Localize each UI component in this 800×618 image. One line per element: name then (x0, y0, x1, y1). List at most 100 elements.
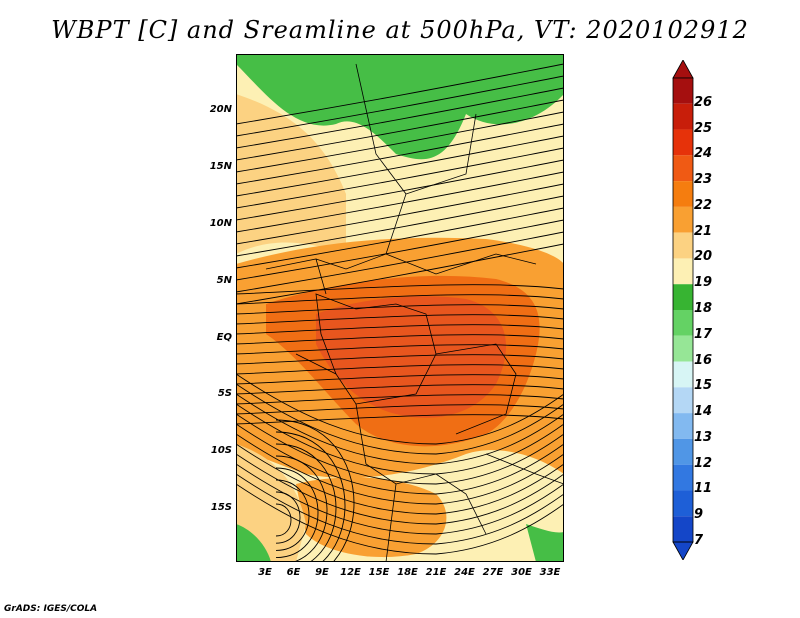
lon-tick-label: 24E (454, 567, 475, 578)
colorbar-segment (673, 232, 693, 259)
streamline (275, 455, 328, 562)
streamline (275, 467, 319, 559)
lon-tick-label: 6E (286, 567, 301, 578)
grads-credit: GrADS: IGES/COLA (4, 604, 98, 614)
colorbar-segment (673, 284, 693, 310)
colorbar-label: 16 (694, 352, 713, 368)
streamline (236, 147, 564, 209)
colorbar-label: 20 (694, 249, 713, 265)
streamline (236, 87, 564, 149)
colorbar-segment (673, 78, 693, 104)
field-green-north (236, 54, 564, 160)
field-green-se (526, 524, 564, 562)
colorbar-segment (673, 206, 693, 233)
streamline (236, 75, 564, 137)
colorbar-segment (673, 490, 693, 517)
colorbar-label: 7 (694, 533, 704, 548)
lat-tick-label: EQ (216, 332, 232, 343)
streamline (236, 207, 564, 269)
map-frame (236, 54, 564, 562)
lon-tick-label: 30E (511, 567, 532, 578)
colorbar-label: 21 (694, 223, 713, 239)
lat-tick-label: 20N (209, 104, 232, 115)
field-light-orange-north (236, 94, 346, 254)
colorbar-segment (673, 438, 693, 465)
streamline (236, 453, 564, 525)
streamline (236, 354, 564, 365)
lat-tick-label: 5N (216, 275, 232, 286)
colorbar-segment (673, 335, 693, 362)
field-red-orange (316, 296, 506, 418)
lat-tick-label: 5S (217, 388, 232, 399)
lon-tick-label: 27E (482, 567, 504, 578)
lat-tick-label: 15S (210, 502, 232, 513)
lon-tick-label: 9E (315, 567, 329, 578)
streamline (275, 503, 292, 537)
lon-tick-label: 3E (258, 567, 272, 578)
streamline (275, 443, 337, 562)
colorbar-label: 17 (694, 326, 713, 342)
streamline (236, 159, 564, 221)
streamline (236, 171, 564, 233)
streamline (236, 373, 564, 445)
colorbar-label: 26 (694, 94, 713, 110)
colorbar-label: 18 (694, 301, 713, 316)
colorbar-label: 13 (694, 429, 713, 445)
streamlines (236, 63, 564, 562)
colorbar-label: 12 (694, 455, 713, 471)
lat-tick-label: 15N (209, 161, 232, 172)
colorbar-bottom-arrow (672, 541, 694, 560)
streamline (236, 294, 564, 305)
streamline (236, 63, 564, 125)
colorbar-segment (673, 413, 693, 439)
streamline (236, 433, 564, 505)
lon-tick-label: 33E (539, 567, 561, 578)
country-borders (265, 63, 564, 562)
streamline (236, 324, 564, 335)
colorbar-segment (673, 258, 693, 285)
colorbar-segment (673, 361, 693, 388)
streamline (236, 374, 564, 385)
colorbar-label: 23 (694, 172, 713, 188)
streamline (236, 473, 564, 545)
streamline (275, 419, 355, 562)
streamline (236, 284, 564, 295)
streamline (236, 304, 564, 315)
streamline (236, 364, 564, 375)
streamline (236, 135, 564, 197)
streamline (236, 195, 564, 257)
wbpt-streamline-map (236, 54, 564, 562)
streamline (275, 479, 310, 551)
streamline (236, 99, 564, 161)
colorbar-label: 24 (694, 146, 713, 162)
streamline (236, 383, 564, 455)
streamline (236, 111, 564, 173)
lon-tick-label: 12E (340, 567, 361, 578)
streamline (275, 431, 346, 562)
streamline (236, 314, 564, 325)
streamline (236, 423, 564, 495)
colorbar-segment (673, 516, 693, 542)
map-panel (236, 54, 564, 562)
streamline (236, 414, 564, 425)
streamline (236, 483, 564, 555)
colorbar-segment (673, 155, 693, 182)
colorbar-segment (673, 103, 693, 130)
lat-tick-label: 10S (210, 445, 232, 456)
colorbar-label: 15 (694, 378, 713, 394)
colorbar-top-arrow (672, 60, 694, 79)
colorbar-segment (673, 310, 693, 336)
streamline (236, 384, 564, 395)
streamline (275, 491, 301, 544)
streamline (236, 219, 564, 281)
colorbar-segment (673, 387, 693, 414)
map-title: WBPT [C] and Sreamline at 500hPa, VT: 20… (51, 16, 749, 44)
colorbar-label: 14 (694, 404, 713, 420)
colorbar-segment (673, 181, 693, 207)
field-light-orange-sw (236, 444, 306, 562)
lon-tick-label: 15E (368, 567, 390, 578)
colorbar-segment (673, 464, 693, 491)
colorbar-label: 11 (694, 481, 713, 497)
colorbar-label: 25 (694, 120, 713, 136)
streamline (236, 334, 564, 345)
